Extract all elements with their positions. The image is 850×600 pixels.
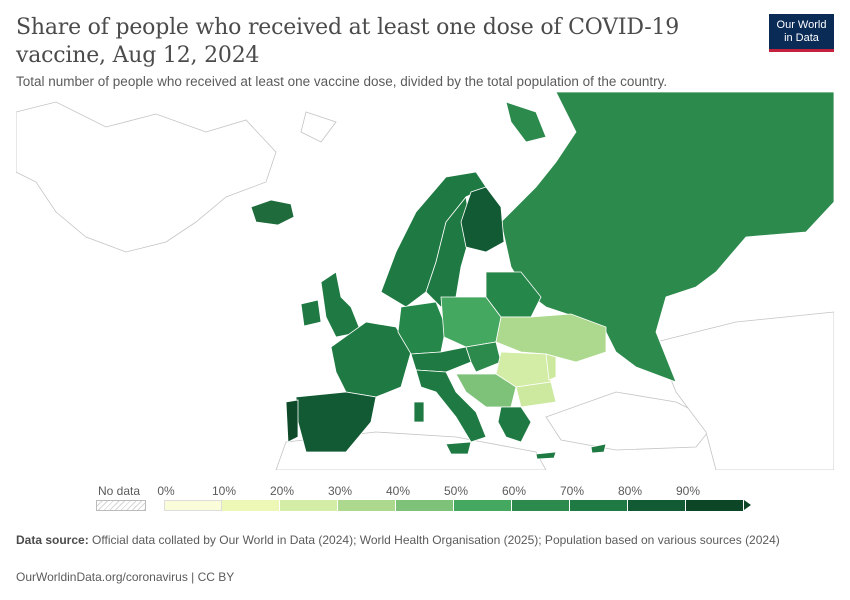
chart-subtitle: Total number of people who received at l… <box>16 74 668 89</box>
country-italy-sardinia[interactable] <box>413 401 425 423</box>
footer-url[interactable]: OurWorldinData.org/coronavirus | CC BY <box>16 570 235 584</box>
country-ireland[interactable] <box>300 299 322 327</box>
legend-tick-label: 70% <box>559 484 585 498</box>
legend-tick-label: 50% <box>443 484 469 498</box>
legend-tick-label: 60% <box>501 484 527 498</box>
legend-no-data-label: No data <box>98 484 141 498</box>
legend-tick-label: 0% <box>157 484 175 498</box>
country-iceland[interactable] <box>250 199 295 226</box>
country-svalbard[interactable] <box>300 111 337 143</box>
country-greece-crete[interactable] <box>535 451 557 460</box>
country-united-kingdom[interactable] <box>320 271 362 338</box>
legend-tick-label: 30% <box>327 484 353 498</box>
legend-arrow <box>744 500 751 510</box>
country-cyprus[interactable] <box>590 443 607 454</box>
country-spain[interactable] <box>295 391 377 453</box>
country-bulgaria[interactable] <box>515 381 557 408</box>
country-russia-novaya-zemlya[interactable] <box>505 101 547 143</box>
data-source-text: Official data collated by Our World in D… <box>92 533 780 547</box>
country-france[interactable] <box>330 321 412 398</box>
chart-title: Share of people who received at least on… <box>16 15 680 68</box>
country-hungary[interactable] <box>465 341 502 373</box>
legend-bin[interactable] <box>686 500 744 511</box>
country-moldova[interactable] <box>545 353 557 381</box>
country-italy[interactable] <box>415 369 487 443</box>
country-italy-sicily[interactable] <box>445 441 472 455</box>
legend-bin[interactable] <box>628 500 686 511</box>
legend-no-data-swatch <box>96 500 146 511</box>
legend-tick-label: 90% <box>675 484 701 498</box>
logo-line-2: in Data <box>784 32 819 44</box>
legend-bin[interactable] <box>164 500 222 511</box>
legend-bin[interactable] <box>338 500 396 511</box>
legend-bin[interactable] <box>280 500 338 511</box>
country-portugal[interactable] <box>285 399 299 443</box>
country-greenland[interactable] <box>16 101 277 253</box>
country-russia[interactable] <box>500 92 834 383</box>
legend-tick-label: 20% <box>269 484 295 498</box>
country-greece[interactable] <box>497 406 532 443</box>
legend-bin[interactable] <box>512 500 570 511</box>
legend-tick-label: 80% <box>617 484 643 498</box>
legend-tick-label: 10% <box>211 484 237 498</box>
logo-line-1: Our World <box>776 19 827 31</box>
country-ukraine[interactable] <box>495 313 607 363</box>
legend-bin[interactable] <box>222 500 280 511</box>
legend: No data 0% 10% 20% 30% 40% 50% 60% 70% 80% 90% <box>96 480 756 520</box>
country-turkey[interactable] <box>545 391 717 451</box>
legend-bin[interactable] <box>454 500 512 511</box>
legend-bin[interactable] <box>396 500 454 511</box>
region-central-asia[interactable] <box>655 311 834 470</box>
data-source: Data source: Official data collated by O… <box>16 533 816 548</box>
choropleth-map[interactable] <box>16 92 834 470</box>
data-source-label: Data source: <box>16 533 89 547</box>
owid-logo[interactable]: Our World in Data <box>769 14 834 52</box>
legend-bin[interactable] <box>570 500 628 511</box>
country-finland[interactable] <box>460 186 505 253</box>
legend-tick-label: 40% <box>385 484 411 498</box>
